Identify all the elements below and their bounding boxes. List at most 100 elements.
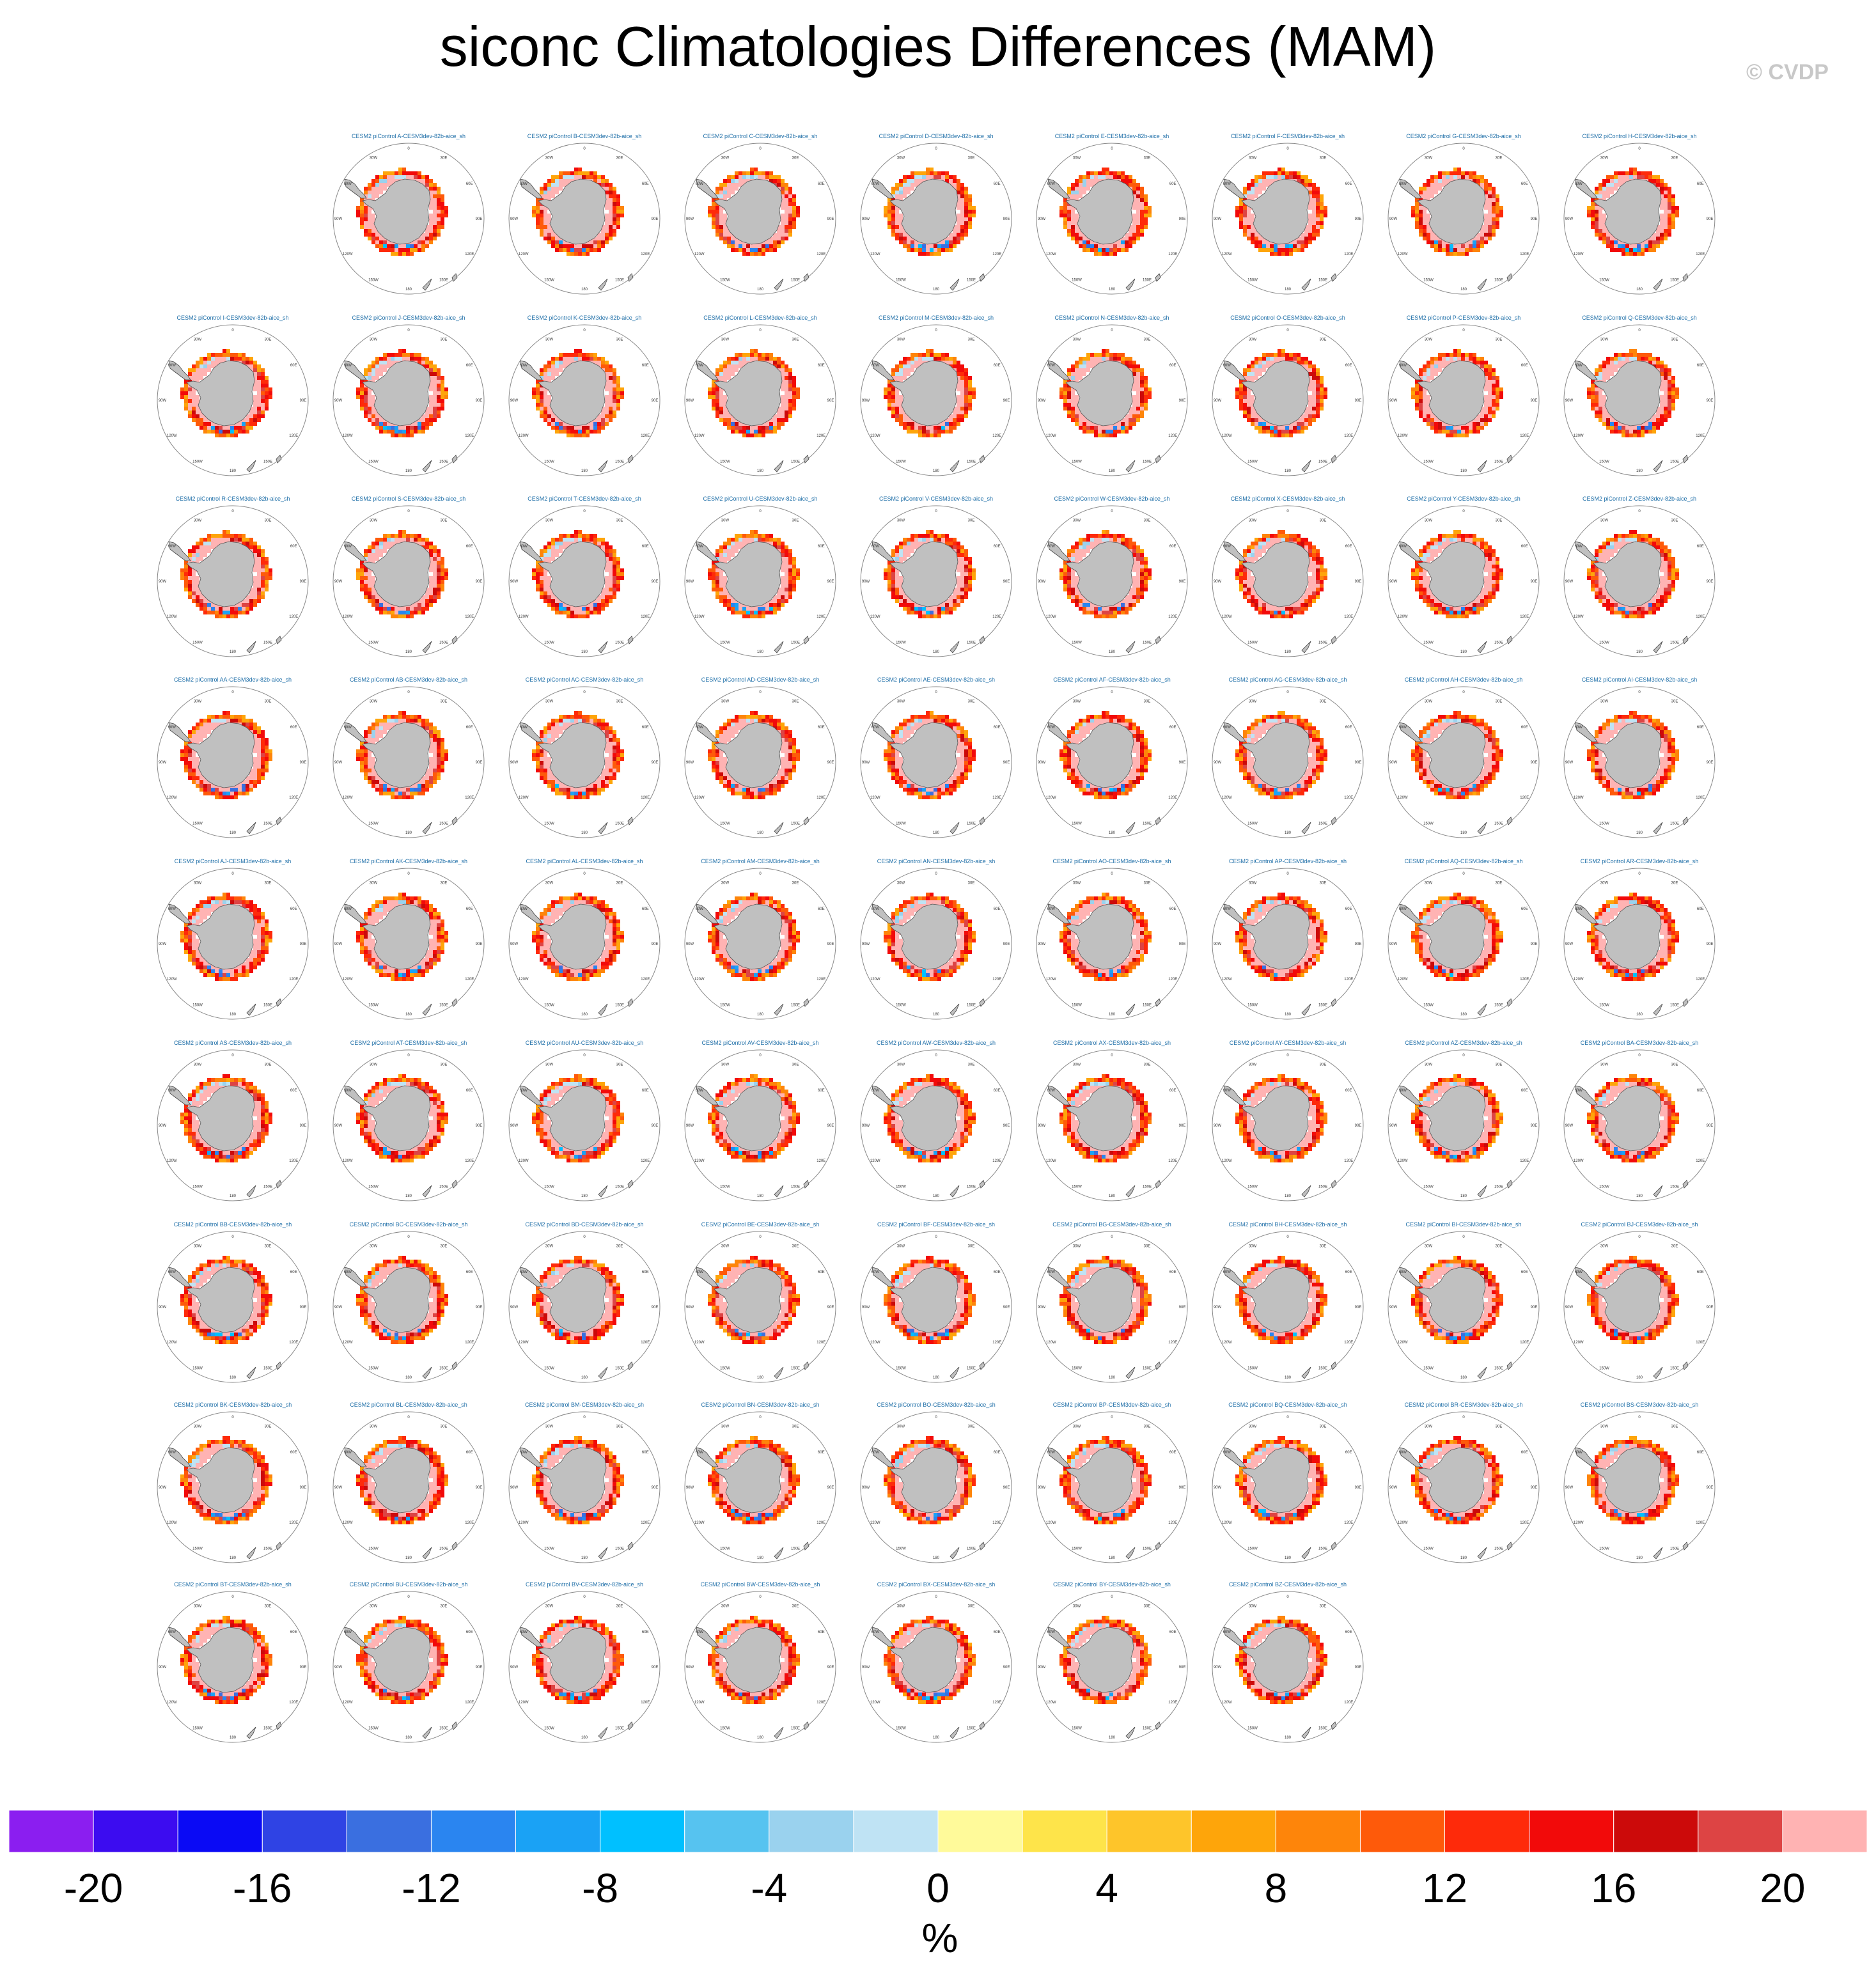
field-cell bbox=[788, 368, 792, 372]
field-cell bbox=[609, 545, 613, 549]
field-cell bbox=[957, 403, 960, 407]
field-cell bbox=[781, 202, 785, 206]
field-cell bbox=[895, 183, 899, 187]
field-cell bbox=[230, 357, 234, 361]
map-panel: CESM2 piControl L-CESM3dev-82b-aice_sh 0 3… bbox=[678, 315, 842, 491]
field-cell bbox=[551, 422, 555, 426]
field-cell bbox=[1488, 206, 1492, 210]
field-cell bbox=[1262, 179, 1266, 183]
field-cell bbox=[567, 244, 570, 248]
field-cell bbox=[895, 376, 899, 380]
field-cell bbox=[1320, 225, 1324, 229]
field-cell bbox=[765, 244, 769, 248]
field-cell bbox=[957, 198, 960, 202]
field-cell bbox=[1304, 410, 1308, 414]
field-cell bbox=[735, 426, 739, 430]
field-cell bbox=[785, 376, 788, 380]
field-cell bbox=[257, 395, 261, 399]
field-cell bbox=[918, 244, 922, 248]
field-cell bbox=[1125, 422, 1129, 426]
field-cell bbox=[1671, 194, 1675, 198]
field-cell bbox=[1492, 210, 1496, 214]
field-cell bbox=[368, 395, 371, 399]
field-cell bbox=[199, 595, 203, 599]
field-cell bbox=[1473, 418, 1476, 422]
field-cell bbox=[257, 418, 261, 422]
field-cell bbox=[1652, 414, 1656, 418]
meridian-label: 60E bbox=[1521, 182, 1528, 186]
field-cell bbox=[960, 410, 964, 414]
field-cell bbox=[1465, 430, 1469, 434]
field-cell bbox=[578, 171, 582, 175]
field-cell bbox=[1442, 171, 1446, 175]
field-cell bbox=[1109, 171, 1113, 175]
field-cell bbox=[937, 240, 941, 244]
field-cell bbox=[1121, 418, 1125, 422]
field-cell bbox=[1083, 422, 1086, 426]
field-cell bbox=[735, 240, 739, 244]
field-cell bbox=[1113, 240, 1117, 244]
field-cell bbox=[1664, 194, 1668, 198]
field-cell bbox=[907, 191, 911, 194]
field-cell bbox=[1251, 191, 1255, 194]
field-cell bbox=[1629, 244, 1633, 248]
field-cell bbox=[1301, 233, 1304, 237]
field-cell bbox=[265, 384, 269, 387]
field-cell bbox=[1480, 175, 1484, 179]
field-cell bbox=[930, 244, 934, 248]
field-cell bbox=[1308, 422, 1312, 426]
field-cell bbox=[375, 368, 379, 372]
field-cell bbox=[769, 361, 773, 364]
field-cell bbox=[1442, 244, 1446, 248]
field-cell bbox=[1312, 368, 1316, 372]
field-cell bbox=[441, 572, 444, 576]
field-cell bbox=[765, 353, 769, 357]
meridian-label: 60W bbox=[1223, 364, 1231, 368]
field-cell bbox=[1484, 364, 1488, 368]
meridian-label: 150W bbox=[368, 278, 379, 282]
field-cell bbox=[364, 217, 368, 221]
meridian-label: 150W bbox=[1247, 460, 1258, 464]
map-panel: CESM2 piControl K-CESM3dev-82b-aice_sh 0 3… bbox=[503, 315, 666, 491]
field-cell bbox=[1140, 384, 1144, 387]
field-cell bbox=[781, 237, 785, 240]
field-cell bbox=[601, 426, 605, 430]
field-cell bbox=[1304, 426, 1308, 430]
field-cell bbox=[1671, 391, 1675, 395]
map-boundary-circle bbox=[1563, 143, 1716, 295]
field-cell bbox=[723, 418, 727, 422]
field-cell bbox=[1247, 376, 1251, 380]
field-cell bbox=[257, 568, 261, 572]
field-cell bbox=[1652, 426, 1656, 430]
field-cell bbox=[257, 576, 261, 580]
meridian-label: 120W bbox=[694, 434, 705, 438]
field-cell bbox=[1499, 206, 1503, 210]
field-cell bbox=[1442, 179, 1446, 183]
meridian-label: 180 bbox=[1460, 288, 1467, 292]
field-cell bbox=[1067, 194, 1071, 198]
field-cell bbox=[211, 353, 215, 357]
field-cell bbox=[1664, 229, 1668, 233]
field-cell bbox=[410, 171, 414, 175]
field-cell bbox=[899, 414, 903, 418]
field-cell bbox=[777, 225, 781, 229]
field-cell bbox=[1086, 240, 1090, 244]
field-cell bbox=[555, 422, 559, 426]
field-cell bbox=[433, 395, 437, 399]
field-cell bbox=[1086, 426, 1090, 430]
field-cell bbox=[559, 430, 563, 434]
field-cell bbox=[1086, 179, 1090, 183]
field-cell bbox=[1484, 240, 1488, 244]
field-cell bbox=[1625, 353, 1629, 357]
field-cell bbox=[1308, 202, 1312, 206]
field-cell bbox=[727, 183, 731, 187]
field-cell bbox=[719, 414, 723, 418]
field-cell bbox=[379, 368, 383, 372]
field-cell bbox=[605, 233, 609, 237]
field-cell bbox=[563, 542, 567, 545]
field-cell bbox=[1664, 210, 1668, 214]
field-cell bbox=[551, 357, 555, 361]
field-cell bbox=[769, 353, 773, 357]
new-zealand bbox=[1125, 460, 1136, 473]
